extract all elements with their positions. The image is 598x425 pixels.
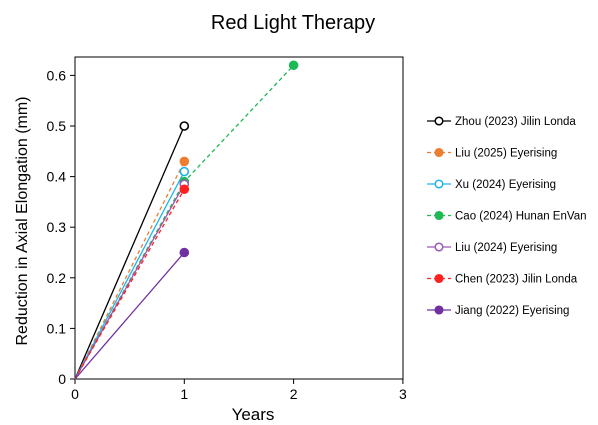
- plot-area: [74, 56, 404, 380]
- chart-title: Red Light Therapy: [211, 12, 375, 34]
- y-tick-label: 0.5: [47, 118, 67, 134]
- y-tick-label: 0.4: [47, 169, 67, 185]
- legend: Zhou (2023) Jilin Londa Liu (2025) Eyeris…: [427, 116, 587, 317]
- legend-marker: [434, 273, 444, 284]
- x-axis-label: Years: [232, 405, 275, 424]
- series-5: [74, 184, 190, 380]
- legend-item: Zhou (2023) Jilin Londa: [427, 116, 576, 128]
- x-tick-label: 0: [71, 386, 79, 402]
- legend-marker: [434, 147, 444, 158]
- x-tick-label: 1: [180, 386, 188, 402]
- legend-label: Jiang (2022) Eyerising: [455, 305, 569, 317]
- legend-label: Chen (2023) Jilin Londa: [455, 274, 578, 286]
- legend-label: Liu (2025) Eyerising: [455, 148, 557, 160]
- series-line: [74, 64, 295, 380]
- series-line: [74, 183, 185, 380]
- series-line: [74, 188, 185, 380]
- data-point: [179, 156, 190, 167]
- legend-label: Zhou (2023) Jilin Londa: [455, 116, 576, 128]
- legend-item: Liu (2024) Eyerising: [427, 242, 557, 254]
- series-line: [74, 125, 185, 380]
- series-3: [74, 60, 299, 380]
- y-tick-label: 0: [58, 371, 66, 387]
- legend-item: Jiang (2022) Eyerising: [427, 305, 569, 317]
- data-point: [288, 60, 299, 71]
- legend-label: Cao (2024) Hunan EnVan: [455, 211, 587, 223]
- legend-marker: [434, 210, 444, 221]
- legend-item: Xu (2024) Eyerising: [427, 179, 556, 191]
- series-2: [74, 166, 190, 380]
- legend-marker: [434, 242, 444, 252]
- legend-marker: [434, 179, 444, 189]
- data-point: [179, 184, 190, 195]
- data-point: [179, 166, 190, 177]
- y-axis-label: Reduction in Axial Elongation (mm): [14, 96, 31, 345]
- series-line: [74, 252, 185, 380]
- data-point: [179, 121, 190, 131]
- x-tick-label: 2: [290, 386, 298, 402]
- legend-item: Cao (2024) Hunan EnVan: [427, 211, 587, 223]
- y-tick-label: 0.2: [47, 270, 67, 286]
- series-6: [74, 247, 190, 380]
- data-point: [179, 247, 190, 258]
- legend-item: Liu (2025) Eyerising: [427, 148, 557, 160]
- y-tick-label: 0.3: [47, 219, 67, 235]
- y-tick-label: 0.6: [47, 67, 67, 83]
- x-tick-label: 3: [399, 386, 407, 402]
- y-tick-label: 0.1: [47, 320, 67, 336]
- legend-marker: [434, 116, 444, 126]
- series-1: [74, 156, 190, 380]
- y-axis: 0 0.1 0.2 0.3 0.4 0.5 0.6: [47, 67, 75, 387]
- legend-label: Xu (2024) Eyerising: [455, 179, 556, 191]
- x-axis: 0 1 2 3: [71, 379, 407, 402]
- series-layer: [74, 60, 299, 380]
- series-line: [74, 171, 185, 380]
- legend-marker: [434, 305, 444, 315]
- legend-label: Liu (2024) Eyerising: [455, 242, 557, 254]
- series-0: [74, 121, 190, 380]
- series-line: [74, 161, 185, 380]
- legend-item: Chen (2023) Jilin Londa: [427, 274, 578, 286]
